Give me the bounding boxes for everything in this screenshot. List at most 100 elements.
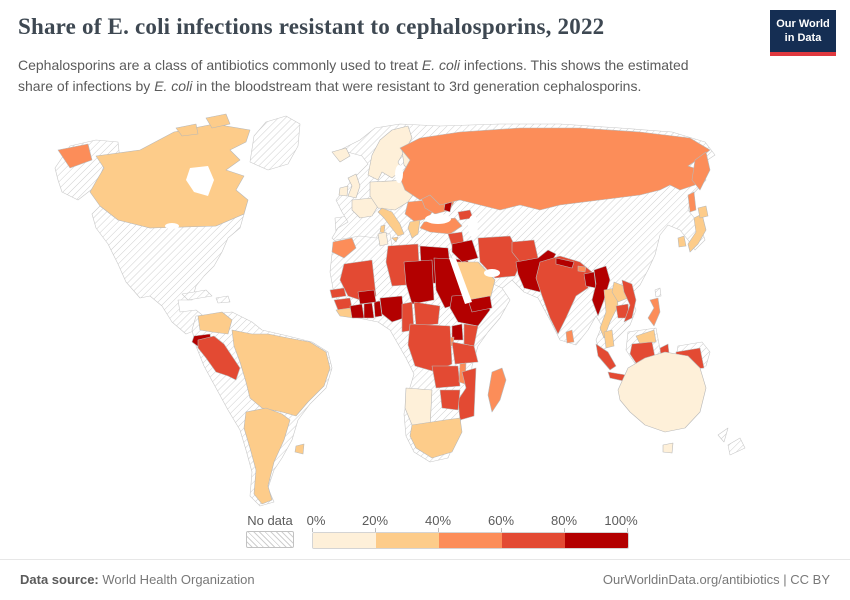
country-nepal[interactable] xyxy=(555,257,575,269)
country-colombia[interactable] xyxy=(197,311,233,335)
legend-swatch-40-60[interactable] xyxy=(439,533,502,548)
country-argentina[interactable] xyxy=(243,407,291,505)
no-data-region-taiwan[interactable] xyxy=(654,287,662,298)
legend-swatch-60-80[interactable] xyxy=(502,533,565,548)
country-canada-arctic-2[interactable] xyxy=(205,113,231,129)
country-zimbabwe[interactable] xyxy=(439,389,461,411)
country-australia-tasmania[interactable] xyxy=(662,442,674,454)
subtitle-italic-ecoli: E. coli xyxy=(154,78,193,94)
country-indonesia-sumatra[interactable] xyxy=(595,343,617,371)
country-russia-sakhalin[interactable] xyxy=(687,191,697,213)
no-data-label: No data xyxy=(247,513,293,528)
country-yemen[interactable] xyxy=(467,295,493,313)
owid-logo-line2: in Data xyxy=(784,32,822,45)
subtitle-text: infections. This shows the estimated sha… xyxy=(18,57,689,94)
owid-logo-red-bar xyxy=(770,51,836,56)
country-ireland[interactable] xyxy=(338,185,349,197)
country-japan-hokkaido[interactable] xyxy=(697,205,709,219)
data-source-note: Data source: World Health Organization xyxy=(20,572,255,587)
owid-url-license[interactable]: OurWorldinData.org/antibiotics | CC BY xyxy=(602,572,830,587)
country-tunisia[interactable] xyxy=(377,231,389,247)
subtitle-text: in the bloodstream that were resistant t… xyxy=(192,78,642,94)
country-italy[interactable] xyxy=(377,207,405,237)
country-myanmar[interactable] xyxy=(591,265,611,317)
legend-swatch-80-100[interactable] xyxy=(565,533,628,548)
country-brazil[interactable] xyxy=(231,329,331,417)
country-iran[interactable] xyxy=(477,235,523,279)
country-peru[interactable] xyxy=(197,335,241,381)
country-bangladesh[interactable] xyxy=(583,271,597,289)
country-zambia[interactable] xyxy=(431,365,461,389)
country-senegal[interactable] xyxy=(329,287,347,299)
legend-tick-60: 60% xyxy=(487,513,515,528)
owid-logo-box: Our World in Data xyxy=(770,10,836,52)
legend-tickmark xyxy=(375,528,376,532)
country-iceland[interactable] xyxy=(331,147,351,163)
water-hudson-bay xyxy=(186,166,214,196)
no-data-region-greenland[interactable] xyxy=(249,115,301,171)
page-title: Share of E. coli infections resistant to… xyxy=(18,14,605,39)
legend-color-scale xyxy=(312,532,629,549)
country-chad[interactable] xyxy=(403,259,435,305)
country-united-kingdom[interactable] xyxy=(347,173,361,199)
country-bhutan[interactable] xyxy=(577,265,587,273)
no-data-region-new-zealand-north[interactable] xyxy=(717,427,729,443)
country-uganda[interactable] xyxy=(451,323,464,341)
country-sri-lanka[interactable] xyxy=(565,329,575,344)
legend-colorbar: 0% 20% 40% 60% 80% 100% xyxy=(307,513,638,549)
country-drc[interactable] xyxy=(407,323,453,373)
country-south-africa[interactable] xyxy=(409,417,463,459)
water-black-sea xyxy=(425,214,451,224)
legend-tick-0: 0% xyxy=(306,513,326,528)
legend-swatch-0-20[interactable] xyxy=(313,533,376,548)
world-map-svg xyxy=(54,113,746,507)
country-morocco[interactable] xyxy=(331,237,357,259)
no-data-swatch[interactable] xyxy=(246,531,294,548)
legend-swatch-20-40[interactable] xyxy=(376,533,439,548)
country-burkina-faso[interactable] xyxy=(357,289,377,305)
country-cote-divoire[interactable] xyxy=(349,303,365,319)
no-data-region-new-zealand-south[interactable] xyxy=(727,437,746,456)
legend-tickmark xyxy=(501,528,502,532)
chart-footer: Data source: World Health Organization O… xyxy=(0,559,850,600)
water-red-sea xyxy=(449,258,472,304)
country-togo-benin[interactable] xyxy=(373,300,383,318)
country-russia-chukotka-west-edge[interactable] xyxy=(57,143,93,169)
country-india[interactable] xyxy=(535,255,593,335)
map-legend: No data 0% 20% 40% 60% 80% 100% xyxy=(245,513,638,549)
water-caspian-sea xyxy=(468,215,478,237)
country-iraq[interactable] xyxy=(451,239,479,263)
no-data-region-north-america[interactable] xyxy=(91,205,245,339)
country-greece[interactable] xyxy=(407,219,421,239)
subtitle-text: Cephalosporins are a class of antibiotic… xyxy=(18,57,422,73)
world-choropleth-map xyxy=(0,112,850,512)
water-great-lakes xyxy=(165,223,179,229)
country-ghana[interactable] xyxy=(363,302,375,319)
country-car[interactable] xyxy=(413,301,441,327)
country-canada[interactable] xyxy=(89,123,251,229)
country-russia-kamchatka[interactable] xyxy=(691,151,711,191)
country-south-korea[interactable] xyxy=(677,235,687,248)
country-malaysia-peninsula[interactable] xyxy=(603,329,615,349)
data-source-label: Data source: xyxy=(20,572,99,587)
country-russia[interactable] xyxy=(399,127,711,211)
country-australia[interactable] xyxy=(617,351,707,433)
country-malaysia-borneo[interactable] xyxy=(635,329,657,345)
water-persian-gulf xyxy=(484,269,500,277)
country-italy-sicily[interactable] xyxy=(391,236,399,243)
legend-tickmark xyxy=(312,528,313,532)
owid-logo[interactable]: Our World in Data xyxy=(770,10,836,56)
country-tanzania[interactable] xyxy=(451,341,479,365)
subtitle-italic-ecoli: E. coli xyxy=(421,57,460,73)
country-nigeria[interactable] xyxy=(379,295,405,323)
country-madagascar[interactable] xyxy=(487,367,507,413)
country-uruguay[interactable] xyxy=(294,443,305,455)
legend-tickmark xyxy=(627,528,628,532)
country-italy-sardinia[interactable] xyxy=(379,224,386,234)
country-vietnam[interactable] xyxy=(621,279,637,323)
country-canada-arctic-1[interactable] xyxy=(175,123,199,137)
no-data-region-cuba[interactable] xyxy=(181,289,213,301)
no-data-region-hispaniola[interactable] xyxy=(215,295,231,304)
country-philippines[interactable] xyxy=(647,297,661,327)
legend-tick-80: 80% xyxy=(550,513,578,528)
